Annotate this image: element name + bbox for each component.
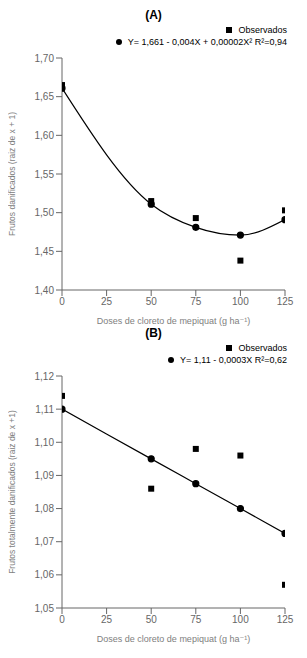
html-text:Observados: Observados (238, 343, 287, 353)
svg-text:50: 50 (146, 296, 158, 307)
svg-text:1,08: 1,08 (35, 503, 55, 514)
svg-text:1,11: 1,11 (35, 404, 54, 415)
html-text:(A): (A) (145, 8, 162, 22)
svg-text:50: 50 (146, 614, 158, 625)
html-text:Y= 1,11 - 0,0003X R²=0,62: Y= 1,11 - 0,0003X R²=0,62 (180, 355, 287, 365)
svg-text:75: 75 (190, 296, 202, 307)
svg-text:Doses de cloreto de mepiquat (: Doses de cloreto de mepiquat (g ha⁻¹) (97, 316, 250, 326)
svg-text:Frutos totalmente danificados: Frutos totalmente danificados (raiz de x… (8, 410, 17, 574)
html-text:Observados: Observados (238, 25, 287, 35)
svg-text:1,12: 1,12 (35, 371, 55, 382)
html-text:(B): (B) (145, 326, 162, 340)
svg-text:100: 100 (232, 614, 249, 625)
svg-text:1,70: 1,70 (35, 53, 55, 64)
svg-text:1,60: 1,60 (35, 130, 55, 141)
svg-text:1,09: 1,09 (35, 470, 55, 481)
svg-text:1,10: 1,10 (35, 437, 55, 448)
svg-text:0: 0 (59, 614, 65, 625)
svg-text:1,06: 1,06 (35, 569, 55, 580)
svg-text:1,40: 1,40 (35, 285, 55, 296)
svg-text:1,45: 1,45 (35, 246, 55, 257)
svg-text:125: 125 (277, 296, 294, 307)
svg-text:125: 125 (277, 614, 294, 625)
svg-text:1,55: 1,55 (35, 169, 55, 180)
svg-text:1,50: 1,50 (35, 207, 55, 218)
svg-text:Frutos danificados (raiz de x: Frutos danificados (raiz de x + 1) (8, 112, 17, 236)
svg-text:0: 0 (59, 296, 65, 307)
svg-text:100: 100 (232, 296, 249, 307)
svg-text:1,07: 1,07 (35, 536, 55, 547)
svg-text:25: 25 (101, 614, 113, 625)
svg-text:Doses de cloreto de mepiquat (: Doses de cloreto de mepiquat (g ha⁻¹) (97, 634, 250, 644)
svg-text:75: 75 (190, 614, 202, 625)
svg-text:1,65: 1,65 (35, 91, 55, 102)
svg-text:1,05: 1,05 (35, 603, 55, 614)
html-text:Y= 1,661 - 0,004X + 0,00002X²: Y= 1,661 - 0,004X + 0,00002X² R²=0,94 (127, 37, 287, 47)
svg-text:25: 25 (101, 296, 113, 307)
